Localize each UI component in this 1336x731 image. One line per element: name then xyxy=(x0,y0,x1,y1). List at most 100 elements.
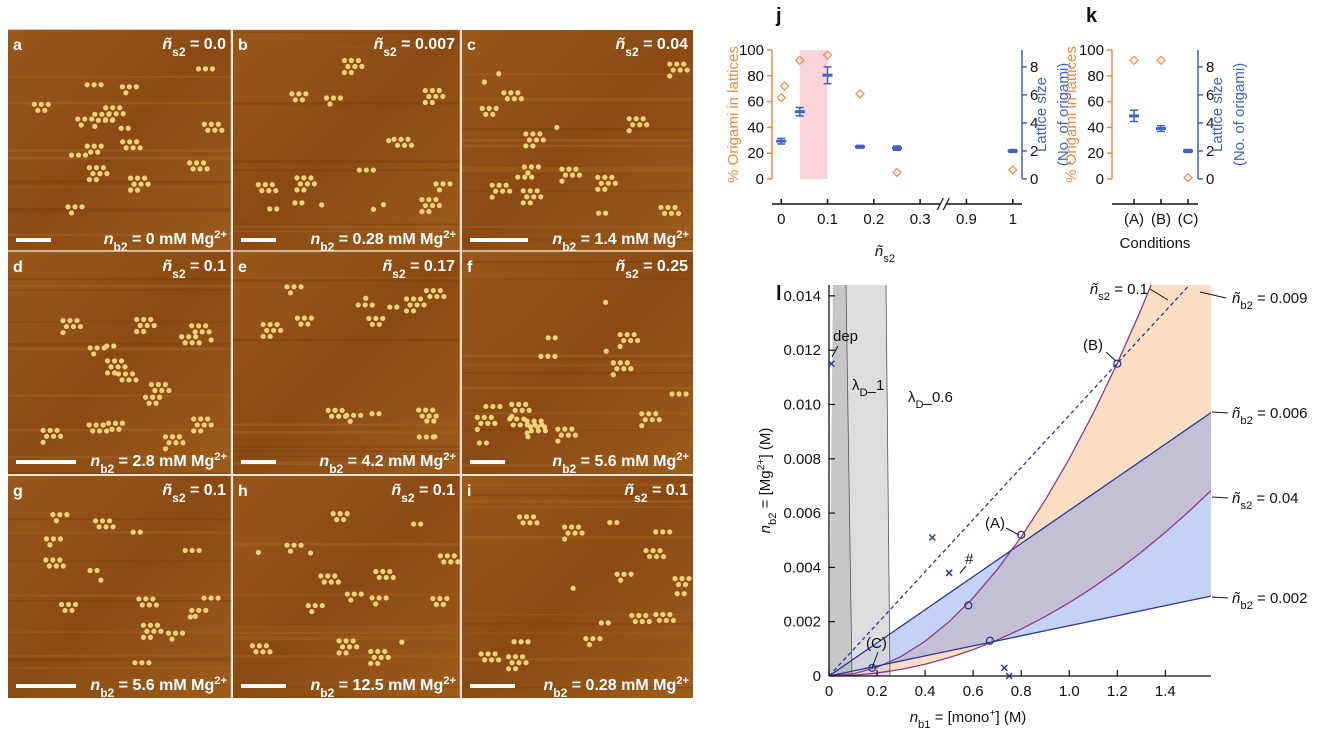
origami xyxy=(50,512,56,518)
origami xyxy=(43,557,49,563)
origami xyxy=(363,167,369,173)
annotation-part: λ xyxy=(908,389,916,406)
origami xyxy=(631,331,637,338)
origami xyxy=(31,101,37,107)
origami xyxy=(341,57,347,64)
panel-concentration-part: b2 xyxy=(329,462,343,476)
origami xyxy=(667,61,673,67)
origami xyxy=(337,95,344,101)
origami xyxy=(416,434,422,440)
leader-line xyxy=(1211,496,1229,499)
origami xyxy=(134,139,140,145)
origami xyxy=(341,517,347,523)
afm-panel: c ñs2 = 0.04 nb2 = 1.4 mM Mg2+ xyxy=(462,30,693,254)
origami xyxy=(476,440,482,446)
origami xyxy=(104,370,111,376)
origami xyxy=(204,166,210,172)
y-tick-label: 80 xyxy=(747,68,764,85)
origami xyxy=(67,317,73,324)
origami xyxy=(444,553,450,559)
origami xyxy=(681,591,687,597)
origami xyxy=(262,182,268,188)
marker-circle xyxy=(964,601,973,610)
origami xyxy=(62,607,68,614)
marker-circle xyxy=(985,636,995,645)
origami xyxy=(390,574,396,581)
origami xyxy=(485,651,491,657)
origami xyxy=(481,414,487,420)
afm-panel: f ñs2 = 0.25 nb2 = 5.6 mM Mg2+ xyxy=(462,252,693,476)
origami xyxy=(403,308,410,314)
origami xyxy=(562,426,568,432)
origami xyxy=(617,331,623,338)
origami xyxy=(139,602,145,608)
panel-concentration: nb2 = 5.6 mM Mg2+ xyxy=(552,451,689,476)
origami xyxy=(202,66,209,72)
panel-concentration-part: b2 xyxy=(114,240,128,254)
marker-cross xyxy=(1000,664,1008,672)
y2-tick-label: 2 xyxy=(1030,143,1038,160)
origami xyxy=(672,575,678,582)
origami xyxy=(298,542,304,548)
annotation-part: (C) xyxy=(866,635,887,652)
origami xyxy=(200,160,207,166)
panel-concentration-part: 2+ xyxy=(676,229,689,241)
origami xyxy=(141,316,147,323)
panel-condition-part: ñ xyxy=(382,258,392,275)
origami xyxy=(92,518,99,524)
origami xyxy=(414,302,420,308)
panel-concentration-part: n xyxy=(90,453,100,470)
origami xyxy=(105,420,112,426)
origami xyxy=(319,602,325,609)
panel-concentration-part: = 5.6 mM Mg xyxy=(114,677,214,694)
origami xyxy=(205,127,211,133)
origami xyxy=(189,323,195,329)
series-label: ñb2 = 0.009 xyxy=(1232,290,1308,312)
origami xyxy=(531,194,537,200)
afm-panel: b ñs2 = 0.007 nb2 = 0.28 mM Mg2+ xyxy=(233,29,460,254)
debye-edge xyxy=(845,285,853,676)
origami xyxy=(572,432,578,438)
y2-axis-label: (No. of origami) xyxy=(1231,63,1248,166)
origami xyxy=(579,530,585,536)
panel-condition: ñs2 = 0.0 xyxy=(162,36,226,59)
origami xyxy=(189,607,195,613)
series-label-part: b2 xyxy=(1240,415,1253,427)
origami xyxy=(583,636,589,642)
plot-area xyxy=(829,285,1211,676)
origami xyxy=(419,208,425,215)
y-axis-label-part: 2+ xyxy=(755,458,767,470)
origami xyxy=(380,315,386,322)
origami xyxy=(351,412,357,418)
x-axis-label: nb1 = [mono+] (M) xyxy=(910,707,1027,731)
origami xyxy=(65,601,72,608)
origami xyxy=(201,121,207,127)
origami xyxy=(394,304,400,310)
origami xyxy=(358,591,364,597)
origami xyxy=(169,434,176,440)
panel-concentration-part: b2 xyxy=(562,240,576,254)
origami xyxy=(683,391,689,397)
origami xyxy=(401,142,408,148)
origami xyxy=(612,180,618,186)
origami xyxy=(153,400,159,406)
origami xyxy=(98,82,104,88)
origami xyxy=(573,166,579,172)
y2-tick-label: 8 xyxy=(1030,59,1038,76)
origami xyxy=(418,521,424,527)
origami xyxy=(64,512,70,518)
origami xyxy=(433,196,439,203)
origami xyxy=(303,91,309,97)
origami xyxy=(122,364,128,370)
panel-letter: d xyxy=(13,259,23,276)
origami xyxy=(538,418,544,424)
origami xyxy=(45,101,51,107)
x-tick-label: (B) xyxy=(1151,211,1171,228)
origami xyxy=(162,434,169,440)
x-axis-label-part: ] (M) xyxy=(995,709,1026,726)
origami xyxy=(89,116,95,122)
panel-condition-part: = 0.007 xyxy=(397,36,455,53)
origami xyxy=(93,422,99,428)
origami xyxy=(138,181,144,187)
origami xyxy=(559,178,565,184)
